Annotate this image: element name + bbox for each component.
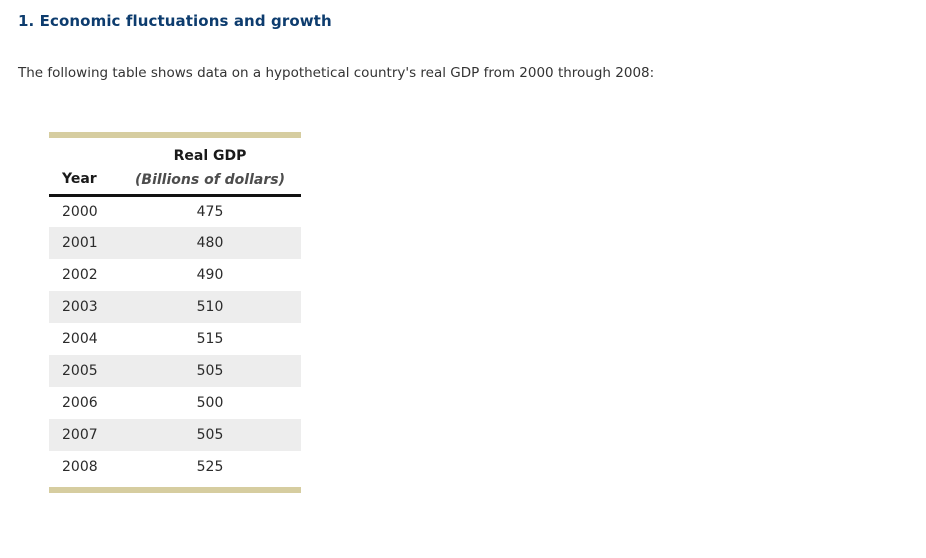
table-row: 2000 475 [49,195,301,227]
gdp-cell: 490 [196,267,224,283]
gdp-cell: 475 [196,203,224,220]
gdp-table-header: Year Real GDP (Billions of dollars) [49,135,301,197]
table-row: 2005 505 [49,355,301,387]
table-row: 2006 500 [49,387,301,419]
gdp-table-container: Year Real GDP (Billions of dollars) 2000… [49,132,301,493]
gdp-cell: 505 [196,427,224,443]
table-row: 2001 480 [49,227,301,259]
gdp-cell: 510 [196,299,224,315]
table-row: 2003 510 [49,291,301,323]
gdp-cell: 480 [196,235,224,251]
year-cell: 2001 [62,235,98,251]
gdp-header-units: (Billions of dollars) [135,171,285,188]
table-row: 2008 525 [49,451,301,483]
year-cell: 2003 [62,299,98,315]
year-column-header: Year [49,135,119,197]
year-cell: 2005 [62,363,98,379]
year-cell: 2006 [62,395,98,411]
year-cell: 2007 [62,427,98,443]
gdp-cell: 500 [196,395,224,411]
gdp-column-header: Real GDP (Billions of dollars) [119,135,301,197]
gdp-cell: 505 [196,363,224,379]
table-row: 2002 490 [49,259,301,291]
year-cell: 2004 [62,331,98,347]
year-cell: 2008 [62,459,98,475]
table-row: 2004 515 [49,323,301,355]
section-title: 1. Economic fluctuations and growth [18,12,332,30]
gdp-table-footer-spacer [49,483,301,490]
gdp-table: Year Real GDP (Billions of dollars) 2000… [49,132,301,493]
year-cell: 2002 [62,267,98,283]
header-row: Year Real GDP (Billions of dollars) [49,135,301,197]
gdp-cell: 525 [196,459,224,475]
intro-text: The following table shows data on a hypo… [18,65,655,81]
gdp-header-title: Real GDP [173,147,247,164]
gdp-table-body: 2000 475 2001 480 2002 490 2003 510 2004 [49,195,301,483]
year-cell: 2000 [62,203,98,220]
gdp-cell: 515 [196,331,224,347]
table-row: 2007 505 [49,419,301,451]
